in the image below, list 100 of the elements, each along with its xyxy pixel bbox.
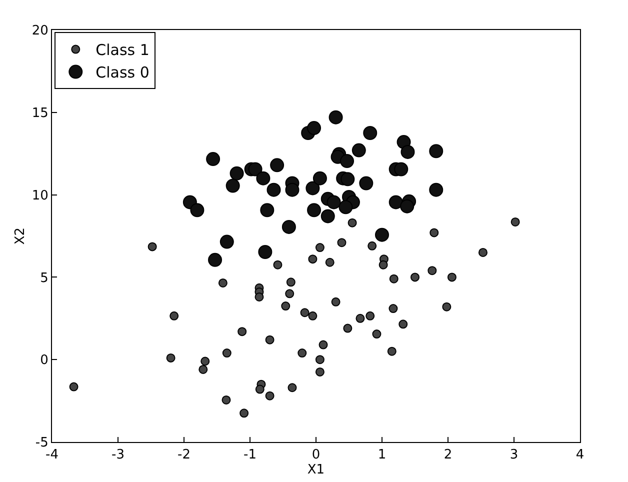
point: [166, 353, 176, 362]
point: [359, 176, 374, 190]
x-tick-label: 3: [510, 448, 518, 463]
x-tick-label: -3: [112, 448, 124, 463]
point: [352, 143, 366, 158]
point: [325, 258, 334, 267]
point: [338, 200, 353, 214]
y-axis-title: X2: [12, 227, 28, 245]
x-tick-label: 2: [444, 448, 452, 463]
y-tick-label: 15: [32, 106, 48, 121]
point: [69, 382, 78, 392]
point: [266, 182, 281, 197]
point: [363, 126, 378, 140]
point: [428, 266, 437, 276]
point: [394, 162, 408, 176]
point: [306, 181, 320, 196]
point: [348, 218, 357, 228]
point: [170, 311, 179, 320]
point: [366, 311, 375, 320]
y-tick-label: 10: [32, 188, 48, 204]
point: [248, 162, 262, 176]
point: [312, 171, 327, 186]
point: [315, 355, 324, 364]
point: [389, 274, 398, 284]
point: [222, 348, 232, 358]
point: [285, 289, 294, 298]
point: [343, 324, 352, 333]
point: [298, 348, 307, 358]
point: [315, 243, 324, 252]
point: [388, 304, 398, 314]
point: [478, 248, 488, 257]
point: [206, 152, 220, 166]
point: [281, 302, 290, 311]
point: [340, 172, 355, 186]
point: [308, 254, 318, 264]
x-tick-label: -2: [178, 448, 190, 463]
point: [198, 364, 208, 374]
point: [208, 252, 222, 267]
point: [270, 158, 284, 172]
point: [288, 383, 297, 392]
point: [429, 182, 444, 197]
x-tick-label: 1: [378, 448, 386, 463]
point: [429, 144, 444, 158]
point: [388, 195, 403, 210]
point: [282, 220, 296, 234]
point: [356, 314, 365, 323]
point: [255, 384, 264, 394]
point: [254, 292, 264, 302]
point: [286, 278, 296, 287]
point: [148, 242, 157, 252]
point: [258, 244, 272, 259]
point: [260, 203, 274, 218]
point: [328, 110, 343, 124]
x-tick-label: 0: [312, 448, 320, 463]
point: [308, 311, 318, 320]
point: [398, 320, 408, 329]
y-tick-label: 5: [40, 270, 48, 286]
legend-label: Class 0: [96, 64, 150, 82]
point: [375, 228, 389, 242]
point: [285, 182, 300, 197]
point: [315, 367, 324, 376]
x-axis-title: X1: [307, 462, 325, 478]
point: [273, 260, 282, 270]
point: [337, 238, 346, 248]
point: [300, 308, 310, 318]
point: [326, 195, 341, 210]
point: [307, 203, 322, 218]
point: [218, 278, 228, 288]
point: [318, 340, 328, 350]
point: [372, 330, 382, 339]
point: [340, 154, 354, 168]
point: [200, 356, 210, 366]
y-tick-label: -5: [35, 436, 48, 451]
x-tick-label: -4: [46, 448, 58, 463]
point: [190, 203, 204, 218]
point: [378, 260, 388, 270]
point: [240, 408, 249, 418]
point: [222, 395, 231, 404]
point: [410, 272, 420, 282]
point: [447, 272, 456, 282]
point: [430, 228, 439, 238]
point: [400, 199, 414, 214]
point: [220, 234, 234, 249]
legend-label: Class 1: [96, 41, 150, 60]
point: [256, 171, 270, 186]
point: [331, 297, 340, 306]
point: [510, 217, 520, 226]
point: [265, 335, 274, 344]
point: [307, 121, 322, 136]
point: [238, 327, 247, 336]
point: [400, 144, 415, 159]
x-tick-label: 4: [576, 448, 584, 463]
point: [265, 391, 274, 400]
point: [387, 346, 396, 356]
point: [368, 241, 377, 250]
y-tick-label: 20: [32, 24, 48, 39]
point: [320, 209, 335, 224]
point: [226, 178, 240, 193]
y-tick-label: 0: [40, 353, 48, 368]
point: [442, 302, 452, 312]
